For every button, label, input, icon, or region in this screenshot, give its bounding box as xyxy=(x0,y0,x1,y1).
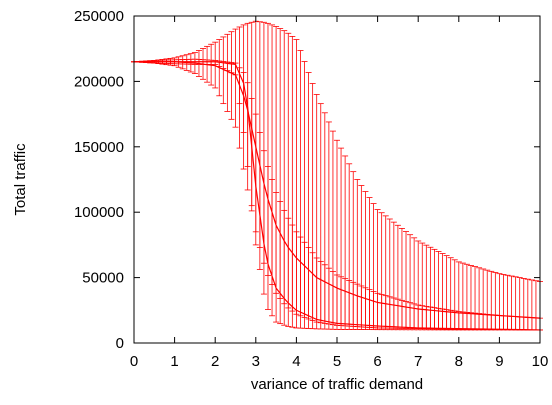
series-lines-layer xyxy=(134,61,541,331)
x-tick-label: 1 xyxy=(170,353,178,370)
x-tick-label: 4 xyxy=(292,353,300,370)
x-tick-label: 0 xyxy=(130,353,138,370)
y-axis-label: Total traffic xyxy=(12,143,29,216)
x-tick-label: 3 xyxy=(252,353,260,370)
axes-layer: 0 1 2 3 4 5 6 7 8 9 10 0 50000 100000 150000 200000 2500… xyxy=(74,8,548,370)
y-tick-label: 0 xyxy=(116,335,124,352)
x-tick-label: 9 xyxy=(495,353,503,370)
x-tick-label: 10 xyxy=(532,353,549,370)
y-tick-label: 200000 xyxy=(74,73,124,90)
x-tick-label: 8 xyxy=(455,353,463,370)
x-tick-label: 7 xyxy=(414,353,422,370)
x-tick-label: 5 xyxy=(333,353,341,370)
series-line-1 xyxy=(134,61,541,319)
error-bars-layer xyxy=(131,20,543,331)
y-tick-label: 100000 xyxy=(74,204,124,221)
y-tick-label: 150000 xyxy=(74,139,124,156)
y-tick-label: 250000 xyxy=(74,8,124,25)
y-tick-label: 50000 xyxy=(82,270,124,287)
series-line-2 xyxy=(134,61,541,331)
x-tick-label: 2 xyxy=(211,353,219,370)
x-tick-label: 6 xyxy=(373,353,381,370)
x-axis-label: variance of traffic demand xyxy=(251,376,423,393)
